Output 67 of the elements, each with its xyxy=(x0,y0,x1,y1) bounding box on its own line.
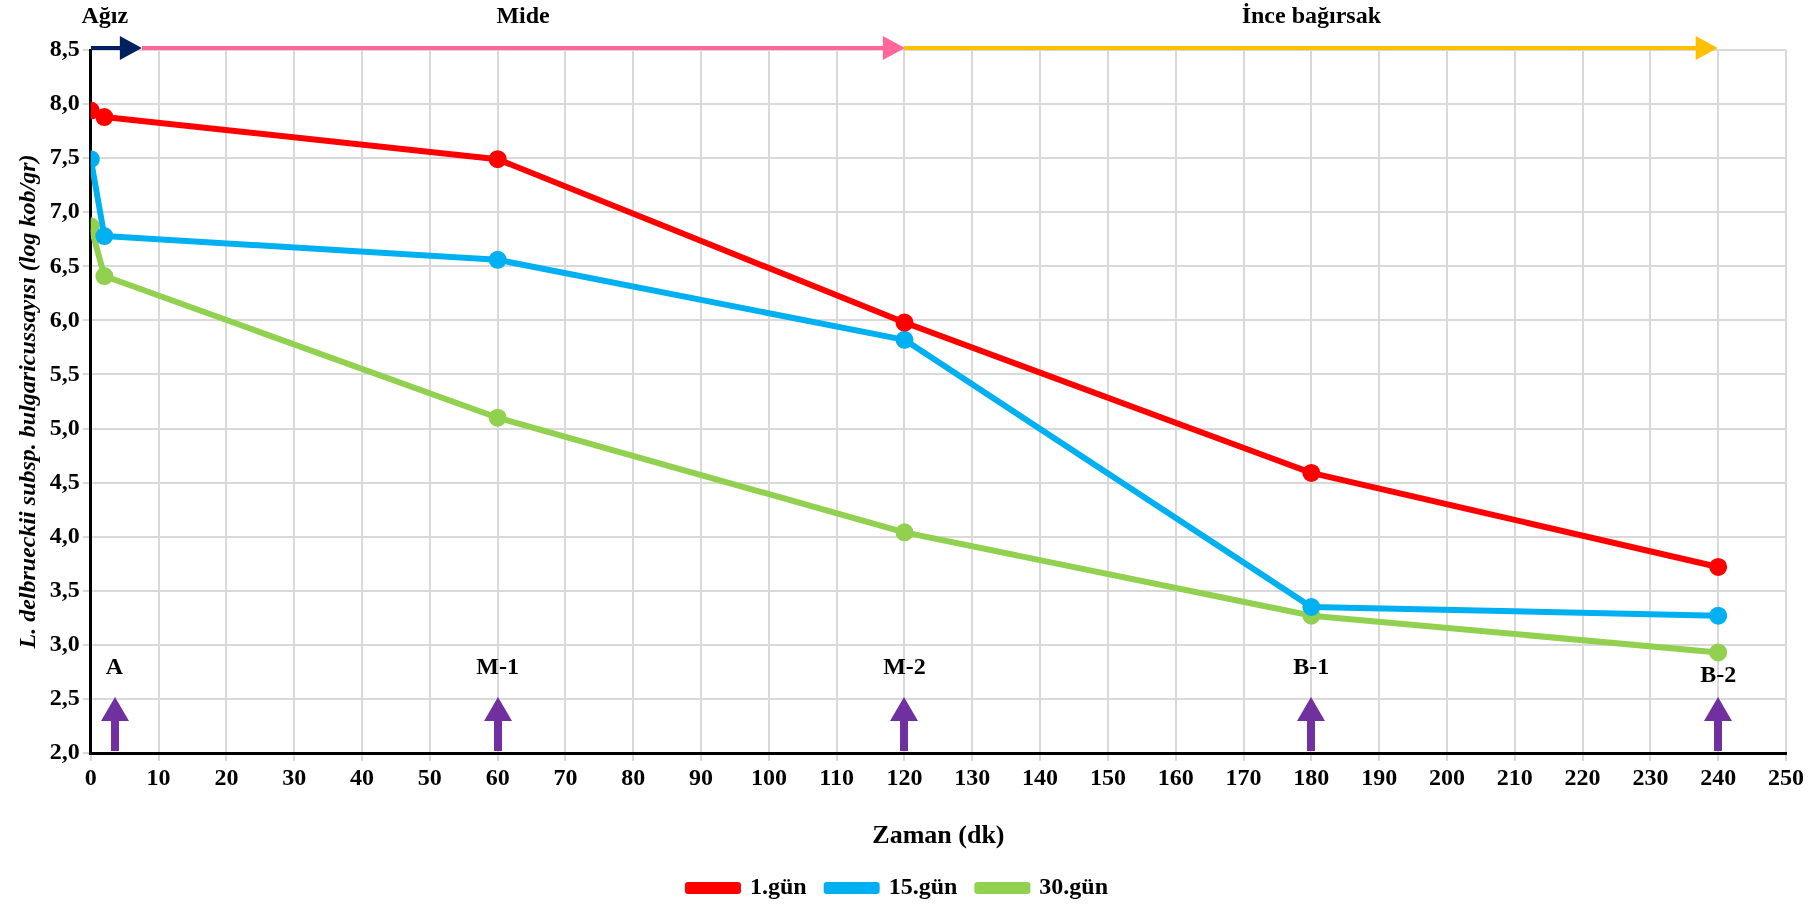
x-tick-label: 150 xyxy=(1089,763,1126,790)
x-tick-label: 200 xyxy=(1428,763,1465,790)
x-tick-label: 90 xyxy=(689,763,714,790)
y-tick-label: 2,5 xyxy=(49,684,80,711)
x-tick-label: 20 xyxy=(214,763,239,790)
y-tick-label: 2,0 xyxy=(49,738,80,765)
point xyxy=(1302,597,1321,616)
point xyxy=(1709,557,1728,576)
x-tick-label: 130 xyxy=(954,763,991,790)
x-axis-title: Zaman (dk) xyxy=(872,820,1005,850)
x-tick-label: 160 xyxy=(1157,763,1194,790)
annotation: A xyxy=(105,653,124,680)
x-tick-label: 10 xyxy=(146,763,171,790)
x-tick-label: 140 xyxy=(1022,763,1059,790)
x-tick-label: 180 xyxy=(1293,763,1330,790)
annotation: M-1 xyxy=(476,653,519,680)
text: Ağız xyxy=(81,2,129,29)
y-tick-label: 6,5 xyxy=(49,251,80,278)
x-tick-label: 210 xyxy=(1496,763,1533,790)
x-tick-label: 120 xyxy=(886,763,923,790)
x-tick-label: 60 xyxy=(485,763,510,790)
x-tick-label: 30 xyxy=(282,763,307,790)
y-tick-label: 7,0 xyxy=(49,197,80,224)
x-tick-label: 80 xyxy=(621,763,646,790)
x-tick-label: 0 xyxy=(84,763,97,790)
x-tick-label: 100 xyxy=(750,763,787,790)
y-tick-label: 7,5 xyxy=(49,143,80,170)
legend-label: 15.gün xyxy=(888,873,958,900)
x-tick-label: 250 xyxy=(1768,763,1804,790)
point xyxy=(95,227,114,246)
x-tick-label: 170 xyxy=(1225,763,1262,790)
y-tick-label: 5,5 xyxy=(49,359,80,386)
annotation: M-2 xyxy=(883,653,926,680)
point xyxy=(95,108,114,127)
point xyxy=(1709,606,1728,625)
x-tick-label: 220 xyxy=(1564,763,1601,790)
y-axis-title: L. delbrueckii subsp. bulgaricussayısı (log kob/gr) xyxy=(13,154,40,650)
annotation: B-1 xyxy=(1293,653,1330,680)
point xyxy=(488,150,507,169)
x-tick-label: 110 xyxy=(819,763,855,790)
x-tick-label: 50 xyxy=(417,763,442,790)
y-tick-label: 6,0 xyxy=(49,305,80,332)
y-tick-label: 4,0 xyxy=(49,521,80,548)
x-tick-label: 230 xyxy=(1632,763,1669,790)
y-tick-label: 4,5 xyxy=(49,467,80,494)
legend-label: 30.gün xyxy=(1039,873,1109,900)
y-tick-label: 3,5 xyxy=(49,575,80,602)
point xyxy=(488,408,507,427)
point xyxy=(1709,643,1728,662)
annotation: B-2 xyxy=(1700,661,1737,688)
text: İnce bağırsak xyxy=(1241,2,1382,29)
x-tick-label: 240 xyxy=(1700,763,1737,790)
x-tick-label: 40 xyxy=(350,763,375,790)
text: Mide xyxy=(496,2,550,29)
y-tick-label: 8,0 xyxy=(49,89,80,116)
x-tick-label: 190 xyxy=(1361,763,1398,790)
point xyxy=(895,313,914,332)
point xyxy=(95,267,114,286)
point xyxy=(895,523,914,542)
y-tick-label: 3,0 xyxy=(49,630,80,657)
y-tick-label: 5,0 xyxy=(49,413,80,440)
point xyxy=(895,330,914,349)
y-tick-label: 8,5 xyxy=(49,35,80,62)
x-tick-label: 70 xyxy=(553,763,578,790)
point xyxy=(488,250,507,269)
point xyxy=(1302,463,1321,482)
legend-label: 1.gün xyxy=(749,873,807,900)
